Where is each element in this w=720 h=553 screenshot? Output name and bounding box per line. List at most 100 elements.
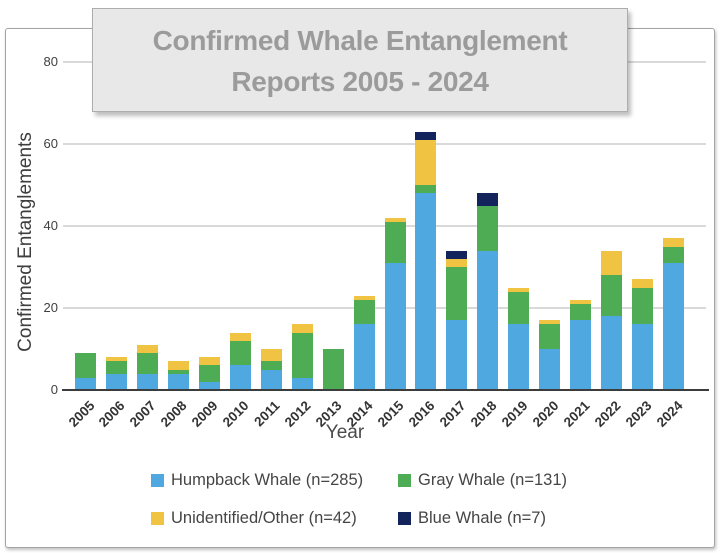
bar-2015 <box>384 217 406 390</box>
legend-item-unidentified-other: Unidentified/Other (n=42) <box>151 509 398 528</box>
bar-segment-2024-gray-whale <box>663 246 685 263</box>
bar-segment-2023-humpback-whale <box>632 324 654 390</box>
bar-2023 <box>632 279 654 390</box>
bar-segment-2016-gray-whale <box>415 185 437 194</box>
bar-segment-2020-humpback-whale <box>539 349 561 390</box>
bar-segment-2021-gray-whale <box>570 303 592 321</box>
gridline-60 <box>63 143 706 145</box>
bar-segment-2019-humpback-whale <box>508 324 530 390</box>
bar-segment-2024-unidentified-other <box>663 238 685 247</box>
bar-segment-2023-gray-whale <box>632 287 654 325</box>
bar-segment-2017-gray-whale <box>446 267 468 321</box>
bar-segment-2008-gray-whale <box>167 369 189 374</box>
bar-2007 <box>136 344 158 390</box>
bar-2014 <box>353 295 375 390</box>
bar-segment-2022-gray-whale <box>601 275 623 317</box>
x-axis-title: Year <box>325 422 365 443</box>
bar-segment-2017-blue-whale <box>446 250 468 259</box>
bar-segment-2020-unidentified-other <box>539 320 561 325</box>
bar-2013 <box>322 349 344 390</box>
bar-2018 <box>477 193 499 390</box>
legend-label: Blue Whale (n=7) <box>418 509 546 527</box>
bar-segment-2007-humpback-whale <box>136 373 158 390</box>
legend-swatch-blue-whale <box>398 512 411 525</box>
bar-segment-2012-unidentified-other <box>291 324 313 333</box>
bar-segment-2020-gray-whale <box>539 324 561 349</box>
bar-segment-2008-humpback-whale <box>167 373 189 390</box>
bar-segment-2016-humpback-whale <box>415 193 437 390</box>
bar-segment-2011-gray-whale <box>260 361 282 370</box>
bar-segment-2024-humpback-whale <box>663 263 685 390</box>
bar-segment-2008-unidentified-other <box>167 361 189 370</box>
bar-segment-2022-unidentified-other <box>601 250 623 276</box>
bar-segment-2018-humpback-whale <box>477 250 499 390</box>
bar-segment-2010-humpback-whale <box>229 365 251 390</box>
bar-segment-2009-unidentified-other <box>198 357 220 366</box>
y-axis-title: Confirmed Entanglements <box>15 132 36 352</box>
legend-label: Gray Whale (n=131) <box>418 471 568 489</box>
legend-item-blue-whale: Blue Whale (n=7) <box>398 509 567 528</box>
bar-2010 <box>229 332 251 390</box>
bar-segment-2010-gray-whale <box>229 340 251 366</box>
bar-segment-2014-unidentified-other <box>353 295 375 300</box>
bar-segment-2006-gray-whale <box>105 361 127 374</box>
bar-segment-2014-humpback-whale <box>353 324 375 390</box>
y-tick-label-80: 80 <box>43 54 58 70</box>
chart-title-line1: Confirmed Whale Entanglement <box>152 25 568 56</box>
figure-border <box>5 28 715 548</box>
bar-2005 <box>75 353 96 390</box>
bar-segment-2018-gray-whale <box>477 205 499 251</box>
bar-segment-2018-blue-whale <box>477 193 499 206</box>
bar-segment-2012-humpback-whale <box>291 377 313 390</box>
bar-segment-2019-unidentified-other <box>508 287 530 292</box>
bar-segment-2016-blue-whale <box>415 131 437 141</box>
legend-swatch-unidentified-other <box>151 512 164 525</box>
bar-segment-2023-unidentified-other <box>632 279 654 288</box>
legend-item-gray-whale: Gray Whale (n=131) <box>398 471 567 490</box>
bar-segment-2010-unidentified-other <box>229 332 251 341</box>
bar-2006 <box>105 357 127 390</box>
bar-segment-2013-gray-whale <box>322 349 344 390</box>
bar-segment-2022-humpback-whale <box>601 316 623 390</box>
bar-segment-2016-unidentified-other <box>415 140 437 186</box>
bar-2008 <box>167 361 189 390</box>
bar-segment-2021-humpback-whale <box>570 320 592 390</box>
bar-segment-2011-unidentified-other <box>260 349 282 362</box>
bar-segment-2015-humpback-whale <box>384 263 406 390</box>
legend-label: Humpback Whale (n=285) <box>171 471 364 489</box>
bar-segment-2015-unidentified-other <box>384 217 406 222</box>
y-tick-label-0: 0 <box>50 382 58 397</box>
bar-2011 <box>260 349 282 390</box>
bar-segment-2012-gray-whale <box>291 332 313 378</box>
legend-swatch-humpback-whale <box>151 474 164 487</box>
y-tick-label-20: 20 <box>43 300 58 316</box>
y-tick-label-60: 60 <box>43 136 58 152</box>
bar-segment-2006-humpback-whale <box>105 373 127 390</box>
x-axis-line <box>62 388 709 392</box>
title-box: Confirmed Whale Entanglement Reports 200… <box>92 8 628 112</box>
bar-2020 <box>539 320 561 390</box>
bar-segment-2009-gray-whale <box>198 365 220 382</box>
bar-2016 <box>415 131 437 390</box>
bar-segment-2005-gray-whale <box>75 353 96 378</box>
legend-label: Unidentified/Other (n=42) <box>171 509 357 527</box>
bar-segment-2021-unidentified-other <box>570 299 592 304</box>
bar-segment-2015-gray-whale <box>384 222 406 263</box>
bar-segment-2009-humpback-whale <box>198 381 220 390</box>
bar-segment-2019-gray-whale <box>508 291 530 325</box>
bar-segment-2017-unidentified-other <box>446 258 468 268</box>
bar-2017 <box>446 250 468 390</box>
bar-2012 <box>291 324 313 390</box>
bar-segment-2007-unidentified-other <box>136 344 158 354</box>
bar-2019 <box>508 287 530 390</box>
bar-2022 <box>601 250 623 390</box>
bar-2021 <box>570 299 592 390</box>
legend-swatch-gray-whale <box>398 474 411 487</box>
bar-2024 <box>663 238 685 390</box>
bar-segment-2017-humpback-whale <box>446 320 468 390</box>
bar-2009 <box>198 357 220 390</box>
y-tick-label-40: 40 <box>43 218 58 234</box>
chart-title-line2: Reports 2005 - 2024 <box>231 66 489 97</box>
legend-item-humpback-whale: Humpback Whale (n=285) <box>151 471 398 490</box>
